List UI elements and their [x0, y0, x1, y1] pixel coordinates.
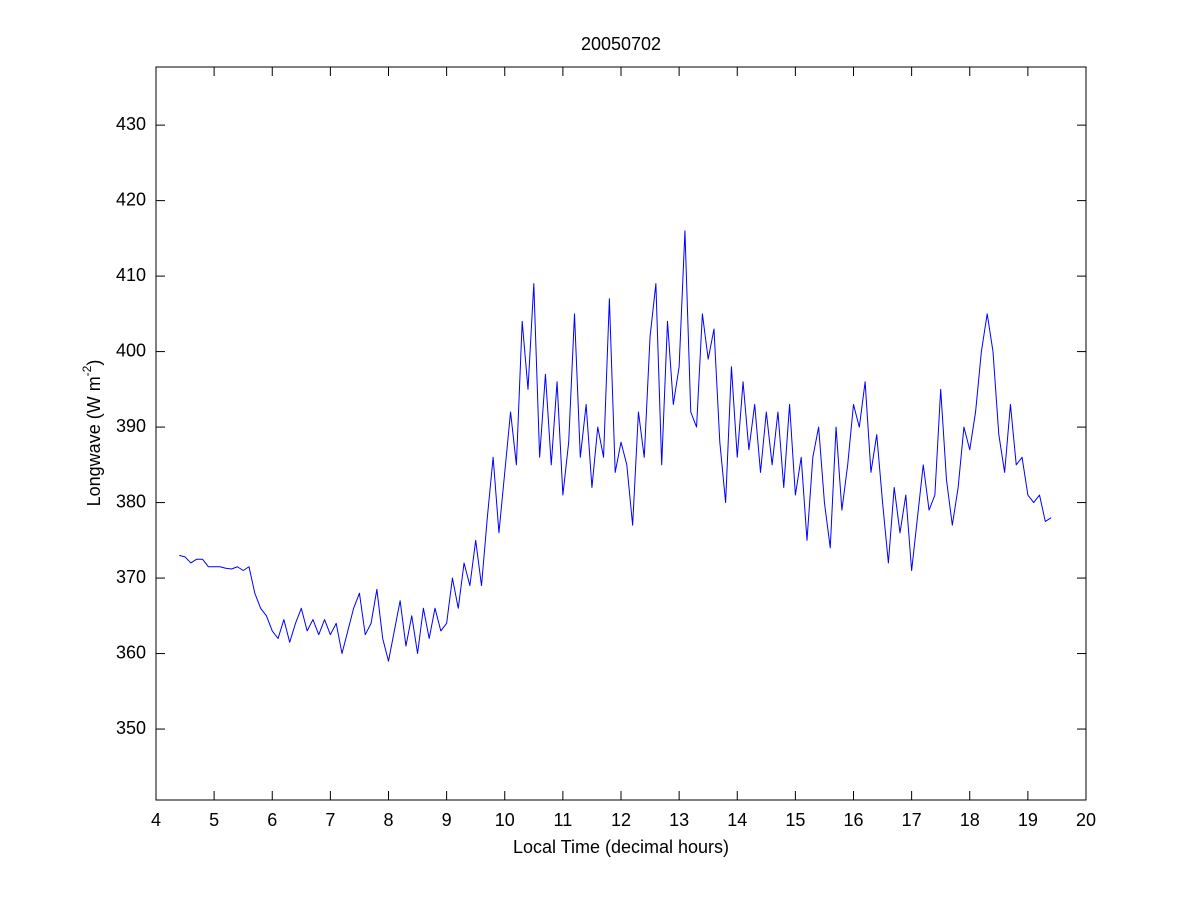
- chart-title: 20050702: [581, 34, 661, 54]
- data-line: [179, 230, 1052, 662]
- x-tick-label: 4: [151, 810, 161, 830]
- x-tick-label: 9: [442, 810, 452, 830]
- x-tick-label: 12: [611, 810, 631, 830]
- x-tick-label: 13: [669, 810, 689, 830]
- x-tick-label: 17: [902, 810, 922, 830]
- x-tick-label: 15: [785, 810, 805, 830]
- y-tick-label: 410: [116, 265, 146, 285]
- y-tick-label: 370: [116, 567, 146, 587]
- y-tick-label: 390: [116, 416, 146, 436]
- x-tick-label: 20: [1076, 810, 1096, 830]
- y-axis-label: Longwave (W m-2): [80, 360, 104, 507]
- x-tick-label: 19: [1018, 810, 1038, 830]
- x-tick-label: 6: [267, 810, 277, 830]
- x-tick-label: 10: [495, 810, 515, 830]
- y-tick-label: 380: [116, 491, 146, 511]
- y-label-text: Longwave (W m: [84, 376, 104, 506]
- axes-box: [155, 66, 1087, 801]
- x-axis-label: Local Time (decimal hours): [513, 837, 729, 857]
- y-tick-label: 360: [116, 642, 146, 662]
- y-tick-label: 420: [116, 189, 146, 209]
- x-tick-label: 11: [554, 810, 573, 830]
- y-label-superscript: -2: [80, 365, 94, 376]
- x-tick-label: 18: [960, 810, 980, 830]
- x-tick-label: 8: [383, 810, 393, 830]
- x-tick-label: 16: [843, 810, 863, 830]
- y-tick-label: 400: [116, 340, 146, 360]
- y-label-suffix: ): [84, 360, 104, 366]
- x-tick-label: 14: [727, 810, 747, 830]
- y-tick-label: 350: [116, 718, 146, 738]
- y-tick-label: 430: [116, 114, 146, 134]
- x-tick-label: 7: [325, 810, 335, 830]
- x-tick-label: 5: [209, 810, 219, 830]
